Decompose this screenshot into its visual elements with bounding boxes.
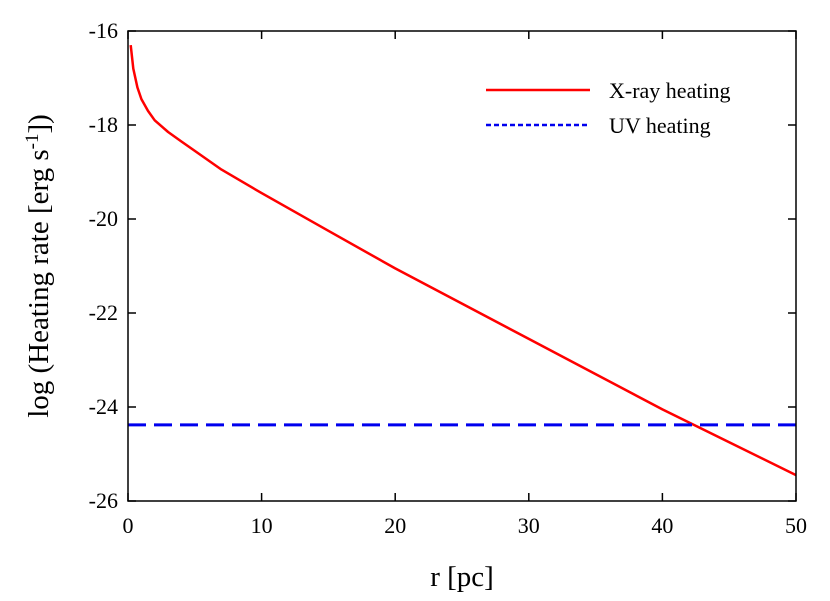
x-tick-label: 20 (384, 513, 406, 538)
y-axis-title-prefix: log (Heating rate [erg s (23, 149, 55, 417)
legend: X-ray heating UV heating (486, 78, 731, 138)
y-tick-label: -26 (89, 488, 118, 513)
y-tick-label: -24 (89, 394, 118, 419)
x-tick-label: 40 (651, 513, 673, 538)
x-tick-label: 10 (251, 513, 273, 538)
series-line-xray-heating (129, 44, 797, 477)
y-axis-title-suffix: ]) (23, 114, 55, 133)
y-axis-title: log (Heating rate [erg s-1]) (22, 114, 55, 418)
legend-label-uv: UV heating (609, 113, 711, 138)
y-tick-label: -18 (89, 112, 118, 137)
plot-frame (127, 30, 797, 502)
series-layer (128, 44, 797, 477)
legend-label-xray: X-ray heating (609, 78, 731, 103)
y-axis-title-superscript: -1 (22, 134, 43, 150)
x-tick-label: 50 (785, 513, 807, 538)
x-axis-title: r [pc] (430, 561, 494, 593)
x-tick-label: 0 (123, 513, 134, 538)
x-tick-label: 30 (518, 513, 540, 538)
labels-layer: 0 10 20 30 40 50 -26 -24 -22 -20 -18 -16 (89, 18, 807, 538)
ticks-layer (127, 30, 797, 502)
y-tick-label: -20 (89, 206, 118, 231)
y-tick-label: -22 (89, 300, 118, 325)
y-tick-label: -16 (89, 18, 118, 43)
